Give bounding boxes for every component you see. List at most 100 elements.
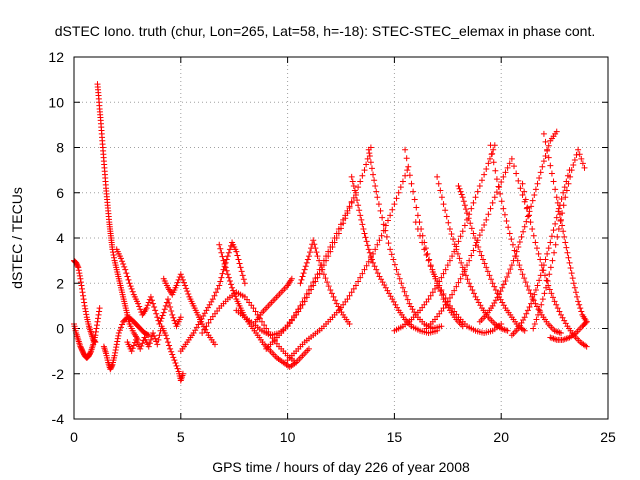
data-point — [374, 194, 381, 201]
data-point — [576, 151, 583, 158]
data-point — [491, 283, 498, 290]
data-point — [554, 199, 561, 206]
series-20 — [423, 155, 532, 332]
data-point — [504, 164, 511, 171]
data-point — [550, 227, 557, 234]
data-point — [327, 244, 334, 251]
data-point — [467, 220, 474, 227]
data-point — [470, 247, 477, 254]
data-point — [401, 288, 408, 295]
data-point — [490, 146, 497, 153]
data-point — [177, 314, 184, 321]
data-point — [547, 162, 554, 169]
data-point — [417, 232, 424, 239]
data-point — [444, 298, 451, 305]
data-point — [79, 289, 86, 296]
data-point — [352, 192, 359, 199]
data-point — [581, 164, 588, 171]
data-point — [96, 305, 103, 312]
data-point — [403, 155, 410, 162]
data-point — [504, 327, 511, 334]
data-point — [111, 254, 118, 261]
data-point — [152, 307, 159, 314]
series-10 — [233, 144, 374, 339]
data-point — [298, 276, 305, 283]
data-point — [414, 225, 421, 232]
data-point — [320, 271, 327, 278]
data-point — [532, 239, 539, 246]
data-point — [387, 212, 394, 219]
data-point — [229, 284, 236, 291]
data-point — [360, 225, 367, 232]
data-point — [170, 314, 177, 321]
data-point — [530, 232, 537, 239]
data-point — [390, 256, 397, 263]
data-point — [563, 244, 570, 251]
data-point — [423, 251, 430, 258]
data-point — [348, 173, 355, 180]
data-point — [201, 326, 208, 333]
data-point — [379, 214, 386, 221]
data-point — [440, 201, 447, 208]
data-point — [457, 275, 464, 282]
data-point — [461, 222, 468, 229]
data-point — [516, 262, 523, 269]
data-point — [393, 266, 400, 273]
data-point — [92, 332, 99, 339]
data-point — [355, 184, 362, 191]
data-point — [521, 327, 528, 334]
data-point — [365, 146, 372, 153]
data-point — [344, 296, 351, 303]
data-point — [525, 212, 532, 219]
data-point — [567, 173, 574, 180]
data-point — [153, 310, 160, 317]
data-point — [397, 184, 404, 191]
data-point — [567, 264, 574, 271]
data-point — [519, 271, 526, 278]
data-point — [527, 219, 534, 226]
data-point — [217, 245, 224, 252]
data-point — [367, 159, 374, 166]
x-tick-label: 0 — [70, 429, 78, 445]
data-point — [305, 253, 312, 260]
data-point — [359, 221, 366, 228]
data-point — [119, 321, 126, 328]
data-point — [77, 275, 84, 282]
y-tick-label: 10 — [48, 94, 64, 110]
data-point — [109, 249, 116, 256]
data-point — [237, 264, 244, 271]
data-point — [83, 311, 90, 318]
data-point — [526, 208, 533, 215]
data-point — [297, 280, 304, 287]
data-point — [329, 239, 336, 246]
data-point — [307, 249, 314, 256]
data-point — [376, 237, 383, 244]
data-point — [545, 142, 552, 149]
data-point — [82, 305, 89, 312]
data-point — [497, 190, 504, 197]
series-27 — [530, 146, 588, 332]
data-point — [484, 268, 491, 275]
data-point — [459, 228, 466, 235]
data-point — [542, 256, 549, 263]
data-point — [374, 241, 381, 248]
data-point — [578, 308, 585, 315]
data-point — [440, 290, 447, 297]
data-point — [520, 228, 527, 235]
chart-title: dSTEC Iono. truth (chur, Lon=265, Lat=58… — [55, 23, 595, 39]
data-point — [115, 332, 122, 339]
data-point — [464, 276, 471, 283]
data-point — [261, 322, 268, 329]
series-18 — [402, 146, 466, 330]
data-point — [182, 282, 189, 289]
data-point — [470, 230, 477, 237]
data-point — [380, 221, 387, 228]
data-point — [158, 315, 165, 322]
data-point — [451, 287, 458, 294]
data-point — [363, 161, 370, 168]
data-point — [146, 340, 153, 347]
data-point — [135, 300, 142, 307]
data-point — [583, 343, 590, 350]
data-point — [311, 241, 318, 248]
data-point — [485, 160, 492, 167]
